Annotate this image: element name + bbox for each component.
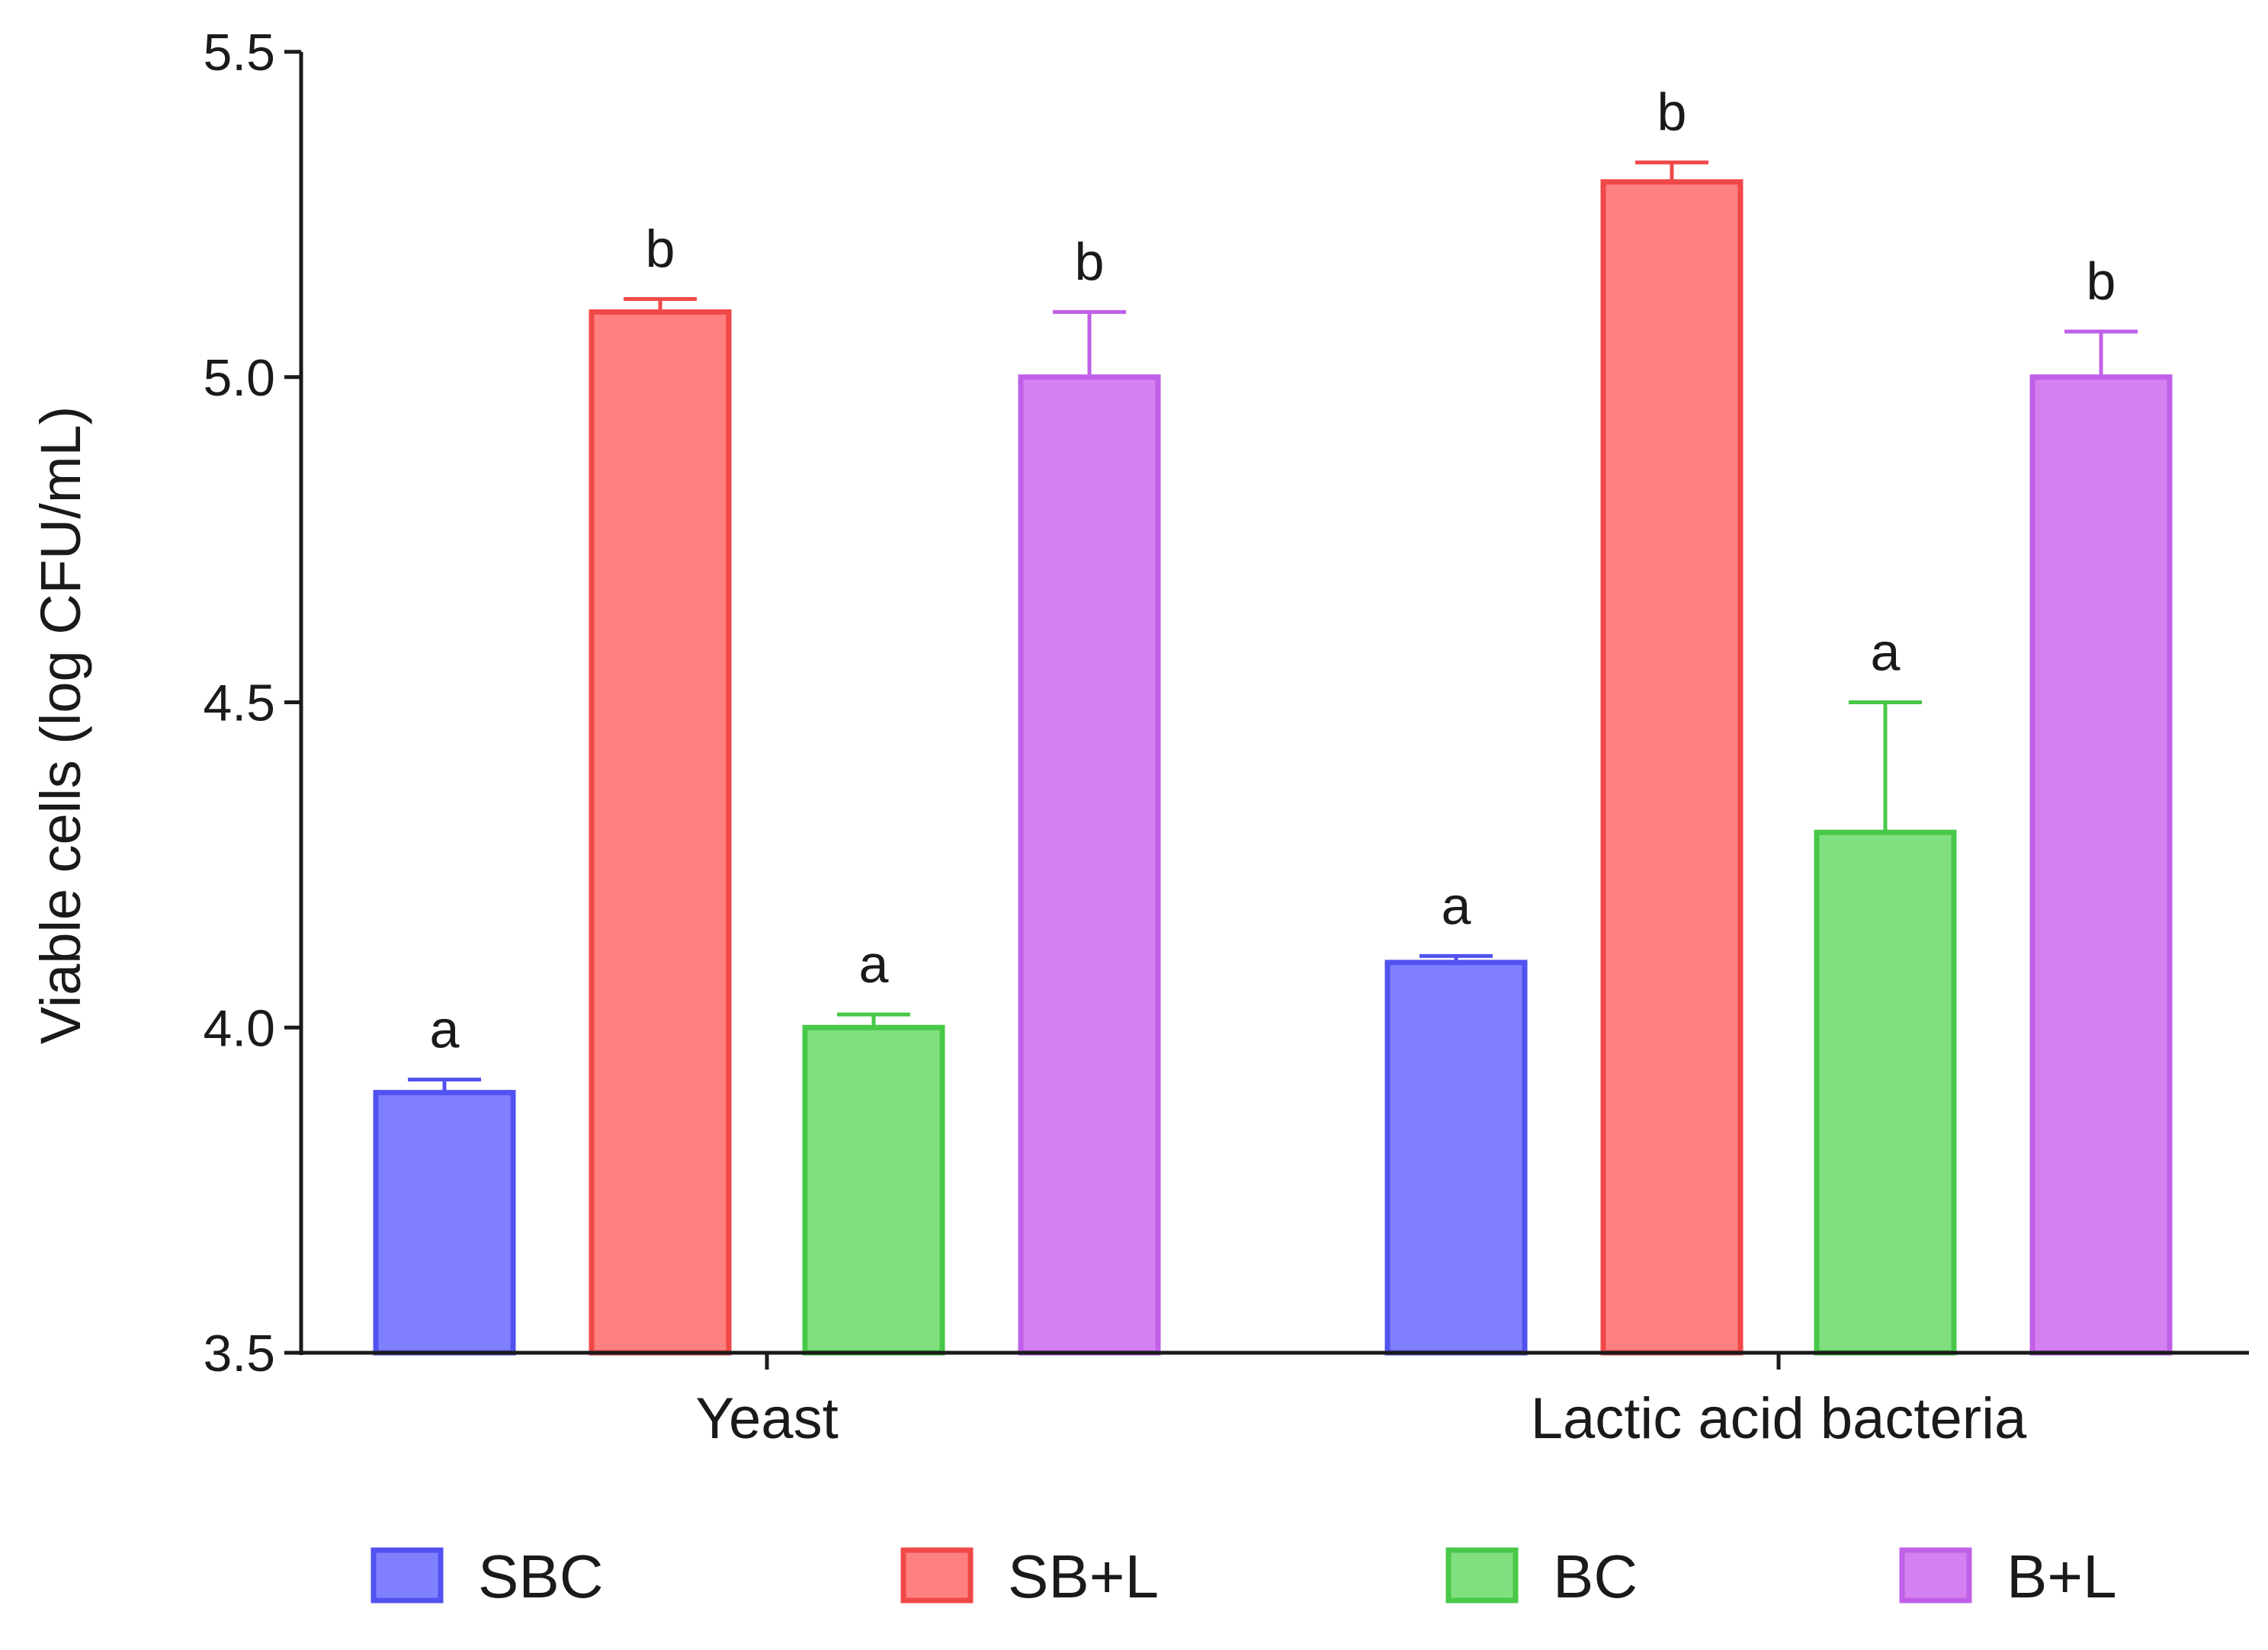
y-tick-label: 3.5 bbox=[203, 1325, 275, 1382]
legend-label-b-l: B+L bbox=[2007, 1543, 2117, 1610]
legend-label-sbc: SBC bbox=[478, 1543, 604, 1610]
legend-swatch-sbc bbox=[371, 1547, 444, 1604]
bars-layer bbox=[373, 179, 2173, 1356]
significance-letter: a bbox=[859, 934, 889, 994]
significance-letter: b bbox=[2087, 252, 2116, 311]
legend-label-bc: BC bbox=[1553, 1543, 1638, 1610]
significance-letter: b bbox=[1657, 82, 1687, 142]
bar-bc-1 bbox=[1814, 829, 1957, 1356]
bar-sb-l-0 bbox=[589, 309, 732, 1356]
bar-b-l-0 bbox=[1018, 374, 1161, 1356]
y-tick-label: 5.0 bbox=[203, 349, 275, 407]
significance-letters-layer: a a b b a a b b bbox=[430, 82, 2116, 1059]
legend-swatch-sb-l bbox=[900, 1547, 974, 1604]
significance-letter: b bbox=[1075, 232, 1105, 291]
legend-swatch-b-l bbox=[1899, 1547, 1972, 1604]
bar-sbc-0 bbox=[373, 1090, 516, 1356]
bar-bc-0 bbox=[802, 1024, 945, 1356]
significance-letter: b bbox=[646, 219, 675, 278]
bar-sb-l-1 bbox=[1600, 179, 1744, 1356]
bar-sbc-1 bbox=[1384, 960, 1528, 1356]
significance-letter: a bbox=[430, 1000, 460, 1059]
significance-letter: a bbox=[1871, 623, 1901, 682]
bar-b-l-1 bbox=[2029, 374, 2173, 1356]
x-category-label: Yeast bbox=[695, 1386, 838, 1451]
legend-label-sb-l: SB+L bbox=[1008, 1543, 1159, 1610]
error-bars-layer bbox=[408, 160, 2138, 1093]
y-tick-label: 5.5 bbox=[203, 24, 275, 82]
y-axis-title: Viable cells (log CFU/mL) bbox=[29, 406, 92, 1045]
legend-swatch-bc bbox=[1445, 1547, 1519, 1604]
axes-layer: 3.5 4.0 4.5 5.0 5.5 Yeast Lactic acid bacteria… bbox=[29, 24, 2249, 1451]
y-tick-label: 4.0 bbox=[203, 999, 275, 1057]
significance-letter: a bbox=[1442, 876, 1471, 935]
y-tick-label: 4.5 bbox=[203, 674, 275, 732]
legend: SBC SB+L BC B+L bbox=[371, 1543, 2117, 1610]
x-category-label: Lactic acid bacteria bbox=[1531, 1386, 2027, 1451]
